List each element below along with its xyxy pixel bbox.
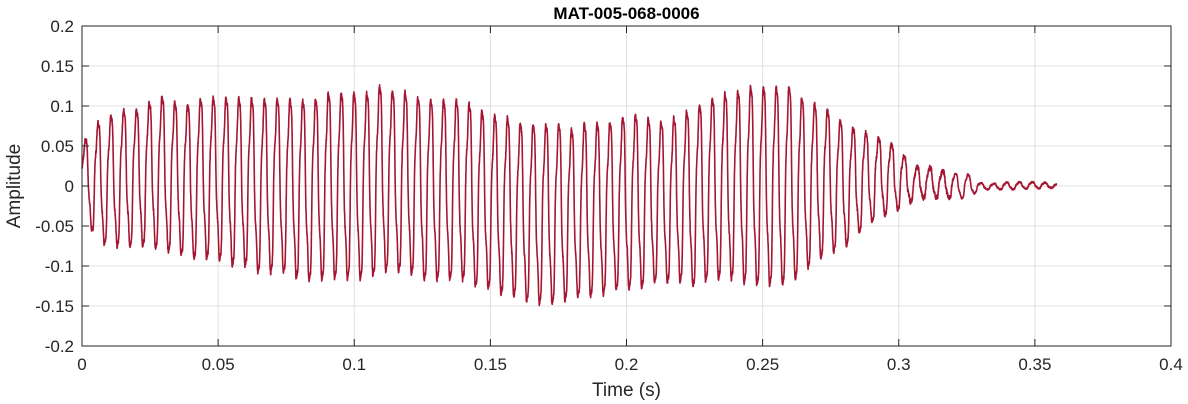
plot-area: [81, 83, 1058, 307]
y-tick-label: 0.2: [50, 17, 74, 36]
y-tick-label: 0.05: [41, 137, 74, 156]
signal-line: [81, 83, 1058, 307]
x-tick-label: 0.3: [887, 355, 911, 374]
x-tick-label: 0.1: [342, 355, 366, 374]
x-tick-label: 0.15: [474, 355, 507, 374]
y-axis-label: Amplitude: [4, 144, 25, 229]
x-tick-label: 0.05: [202, 355, 235, 374]
y-tick-label: -0.2: [45, 337, 74, 356]
x-tick-label: 0.2: [615, 355, 639, 374]
x-tick-label: 0: [77, 355, 86, 374]
y-tick-label: 0.15: [41, 57, 74, 76]
ticks: 0 0.05 0.1 0.15 0.2 0.25 0.3 0.35 0.4 -0.2 -0.15 -0…: [35, 17, 1183, 374]
chart-title: MAT-005-068-0006: [553, 4, 699, 23]
y-tick-label: 0: [65, 177, 74, 196]
y-tick-label: 0.1: [50, 97, 74, 116]
x-tick-label: 0.4: [1159, 355, 1183, 374]
x-tick-label: 0.35: [1018, 355, 1051, 374]
x-tick-label: 0.25: [746, 355, 779, 374]
y-tick-label: -0.05: [35, 217, 74, 236]
x-axis-label: Time (s): [592, 380, 661, 401]
y-tick-label: -0.15: [35, 297, 74, 316]
y-tick-label: -0.1: [45, 257, 74, 276]
